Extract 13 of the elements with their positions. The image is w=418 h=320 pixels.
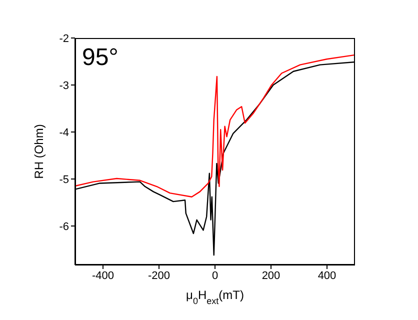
y-tick-label: -6 — [59, 220, 69, 233]
x-tick-label: -200 — [148, 270, 170, 282]
y-tick-label: -4 — [59, 126, 69, 139]
x-tick-label: 0 — [212, 270, 218, 282]
x-tick-label: 200 — [262, 270, 280, 282]
y-tick-label: -2 — [59, 32, 69, 45]
annotation: 95° — [82, 44, 118, 72]
x-tick-label: -400 — [92, 270, 114, 282]
x-axis-title: μ$_{0}$H$_{ext}$(mT) — [186, 288, 244, 306]
x-tick-label: 400 — [318, 270, 336, 282]
y-axis-title: RH (Ohm) — [32, 124, 46, 179]
y-tick-label: -3 — [59, 80, 69, 92]
y-tick-label: -5 — [59, 174, 69, 186]
